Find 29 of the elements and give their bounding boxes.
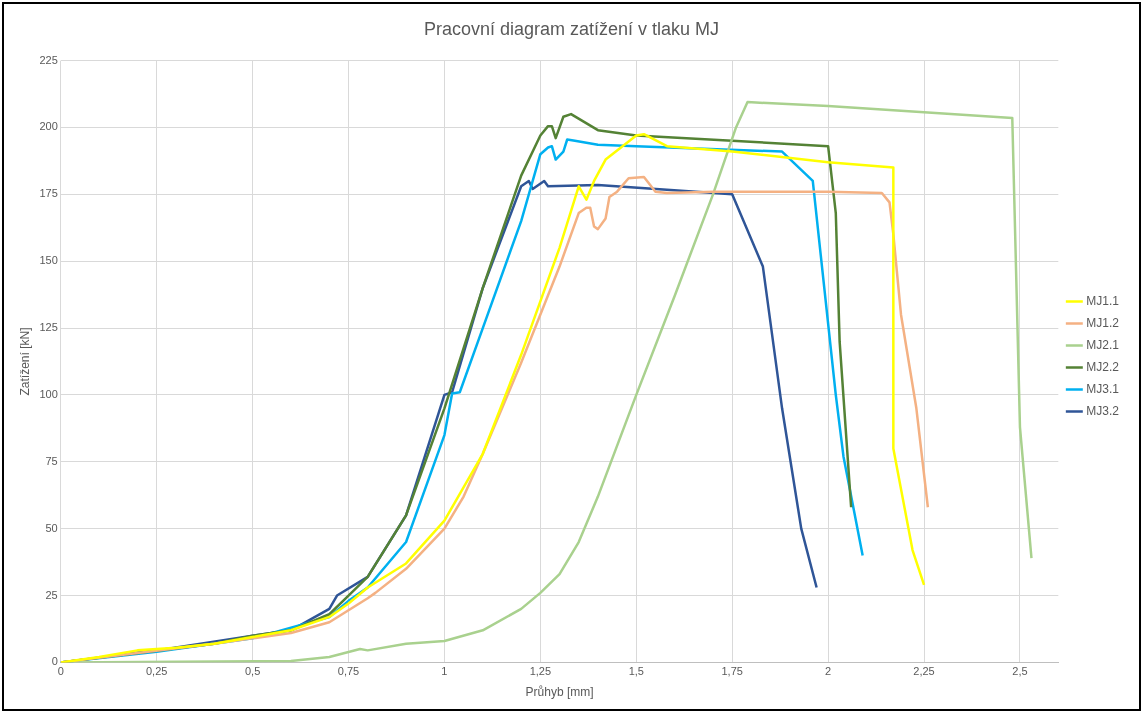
legend-label: MJ3.1 xyxy=(1086,381,1120,396)
y-tick-label: 0 xyxy=(51,655,58,668)
y-tick-label: 75 xyxy=(45,454,58,467)
y-tick-label: 50 xyxy=(45,521,58,534)
legend-label: MJ2.1 xyxy=(1086,337,1120,352)
x-tick-label: 1,75 xyxy=(721,665,743,678)
x-tick-label: 0,25 xyxy=(145,665,168,678)
x-tick-label: 0,5 xyxy=(244,665,261,678)
y-tick-label: 25 xyxy=(45,588,58,601)
x-tick-label: 1,5 xyxy=(628,665,644,678)
x-tick-label: 1 xyxy=(441,665,448,678)
legend-label: MJ2.2 xyxy=(1086,359,1120,374)
chart-title: Pracovní diagram zatížení v tlaku MJ xyxy=(423,18,720,39)
y-axis-title: Zatížení [kN] xyxy=(17,327,32,396)
legend-label: MJ3.2 xyxy=(1086,403,1120,418)
x-tick-label: 1,25 xyxy=(529,665,552,678)
y-tick-label: 225 xyxy=(39,53,58,66)
y-tick-label: 175 xyxy=(39,187,58,200)
y-tick-label: 150 xyxy=(39,254,58,267)
x-tick-label: 0,75 xyxy=(337,665,360,678)
x-tick-label: 2 xyxy=(825,665,832,678)
x-tick-label: 2,5 xyxy=(1012,665,1028,678)
y-tick-label: 125 xyxy=(39,321,58,334)
y-tick-label: 100 xyxy=(39,387,58,400)
legend-label: MJ1.1 xyxy=(1086,293,1120,308)
x-tick-label: 2,25 xyxy=(913,665,935,678)
y-tick-label: 200 xyxy=(39,120,58,133)
x-axis-title: Průhyb [mm] xyxy=(525,685,594,700)
legend-label: MJ1.2 xyxy=(1086,315,1120,330)
